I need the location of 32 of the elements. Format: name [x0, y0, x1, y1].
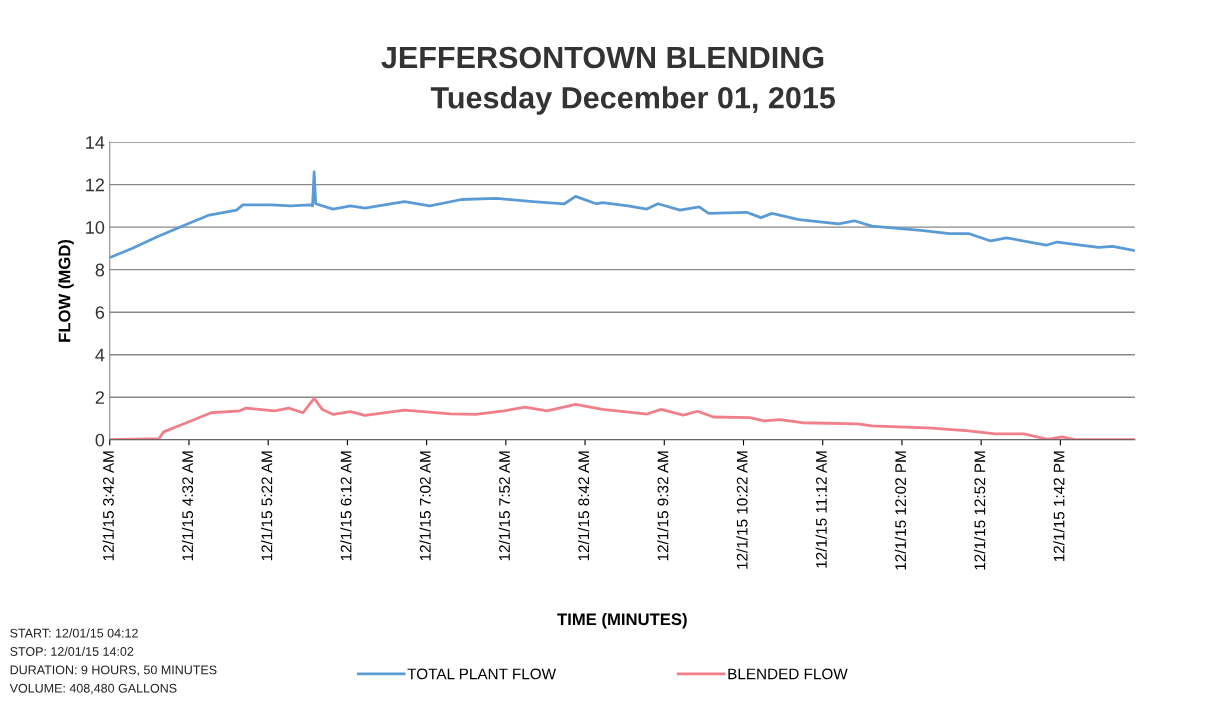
y-axis-title: FLOW (MGD) — [58, 239, 74, 342]
x-tick-label: 12/1/15 10:22 AM — [736, 451, 748, 569]
x-tick-label: 12/1/15 11:12 AM — [815, 451, 827, 568]
y-tick-label: 2 — [95, 391, 104, 404]
y-tick-label: 8 — [95, 263, 105, 277]
x-tick-label: 12/1/15 7:52 AM — [498, 451, 510, 561]
y-tick-label: 6 — [95, 306, 105, 319]
x-axis-title: TIME (MINUTES) — [557, 612, 687, 629]
chart-title: JEFFERSONTOWN BLENDING — [381, 46, 824, 69]
x-tick-label: 12/1/15 7:02 AM — [419, 451, 431, 561]
text: STOP: 12/01/15 14:02 — [10, 646, 134, 656]
y-tick-label: 14 — [86, 136, 105, 149]
chart-subtitle: Tuesday December 01, 2015 — [430, 86, 836, 115]
x-tick-label: 12/1/15 1:42 PM — [1053, 451, 1065, 562]
y-tick-label: 10 — [86, 221, 105, 234]
x-tick-label: 12/1/15 12:02 PM — [894, 451, 907, 570]
legend-label: TOTAL PLANT FLOW — [407, 668, 556, 680]
line-series — [109, 170, 1135, 259]
legend-label: BLENDED FLOW — [728, 668, 848, 680]
x-tick-label: 12/1/15 8:42 AM — [577, 451, 590, 561]
x-tick-label: 12/1/15 9:32 AM — [657, 451, 669, 561]
x-tick-label: 12/1/15 5:22 AM — [261, 451, 273, 561]
x-tick-label: 12/1/15 4:32 AM — [181, 451, 194, 561]
x-tick-label: 12/1/15 12:52 PM — [974, 451, 986, 570]
x-tick-label: 12/1/15 6:12 AM — [340, 451, 352, 561]
y-tick-label: 12 — [86, 178, 104, 192]
text: START: 12/01/15 04:12 — [10, 628, 138, 638]
text: DURATION: 9 HOURS, 50 MINUTES — [10, 665, 217, 676]
x-tick-label: 12/1/15 3:42 AM — [102, 451, 114, 561]
y-tick-label: 0 — [95, 433, 105, 447]
y-tick-label: 4 — [95, 348, 105, 362]
text: VOLUME: 408,480 GALLONS — [9, 683, 177, 695]
